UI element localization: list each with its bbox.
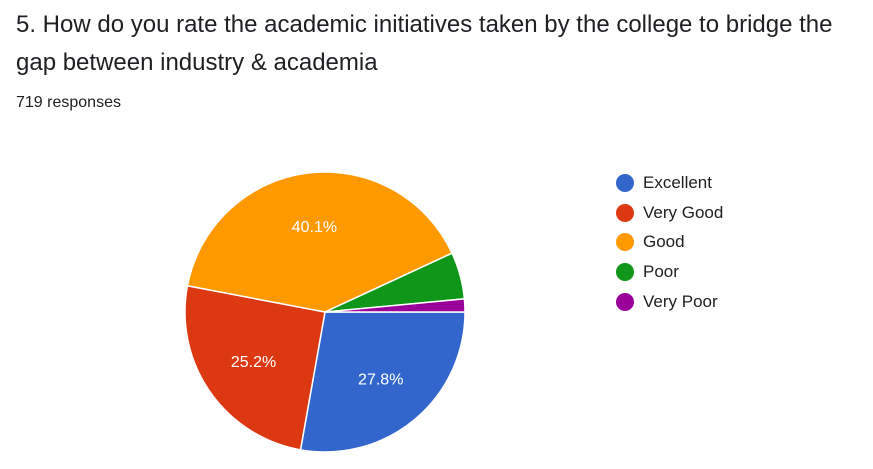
legend-item[interactable]: Very Poor (616, 287, 723, 317)
legend-item[interactable]: Excellent (616, 168, 723, 198)
legend-item[interactable]: Good (616, 227, 723, 257)
legend-label: Poor (643, 261, 679, 281)
legend-label: Good (643, 232, 685, 252)
pie-slice-excellent[interactable] (299, 311, 466, 453)
pie-data-label: 40.1% (292, 219, 337, 236)
legend-item[interactable]: Poor (616, 257, 723, 287)
question-title: 5. How do you rate the academic initiati… (16, 11, 833, 76)
legend-label: Excellent (643, 172, 712, 192)
legend-swatch (616, 262, 634, 281)
legend-swatch (616, 233, 634, 252)
legend-swatch (616, 292, 634, 311)
legend-label: Very Good (643, 202, 724, 222)
pie-slice-very-good[interactable] (184, 284, 326, 451)
pie-slice-very-poor[interactable] (324, 298, 466, 313)
pie-data-label: 25.2% (231, 354, 276, 371)
chart-legend: Excellent Very Good Good Poor Very Poor (616, 168, 723, 316)
legend-swatch (616, 203, 634, 222)
pie-slice-good[interactable] (186, 171, 454, 313)
response-count: 719 responses (16, 94, 121, 111)
legend-item[interactable]: Very Good (616, 198, 723, 228)
legend-swatch (616, 173, 634, 192)
pie-data-label: 27.8% (358, 372, 403, 389)
legend-label: Very Poor (643, 291, 718, 311)
